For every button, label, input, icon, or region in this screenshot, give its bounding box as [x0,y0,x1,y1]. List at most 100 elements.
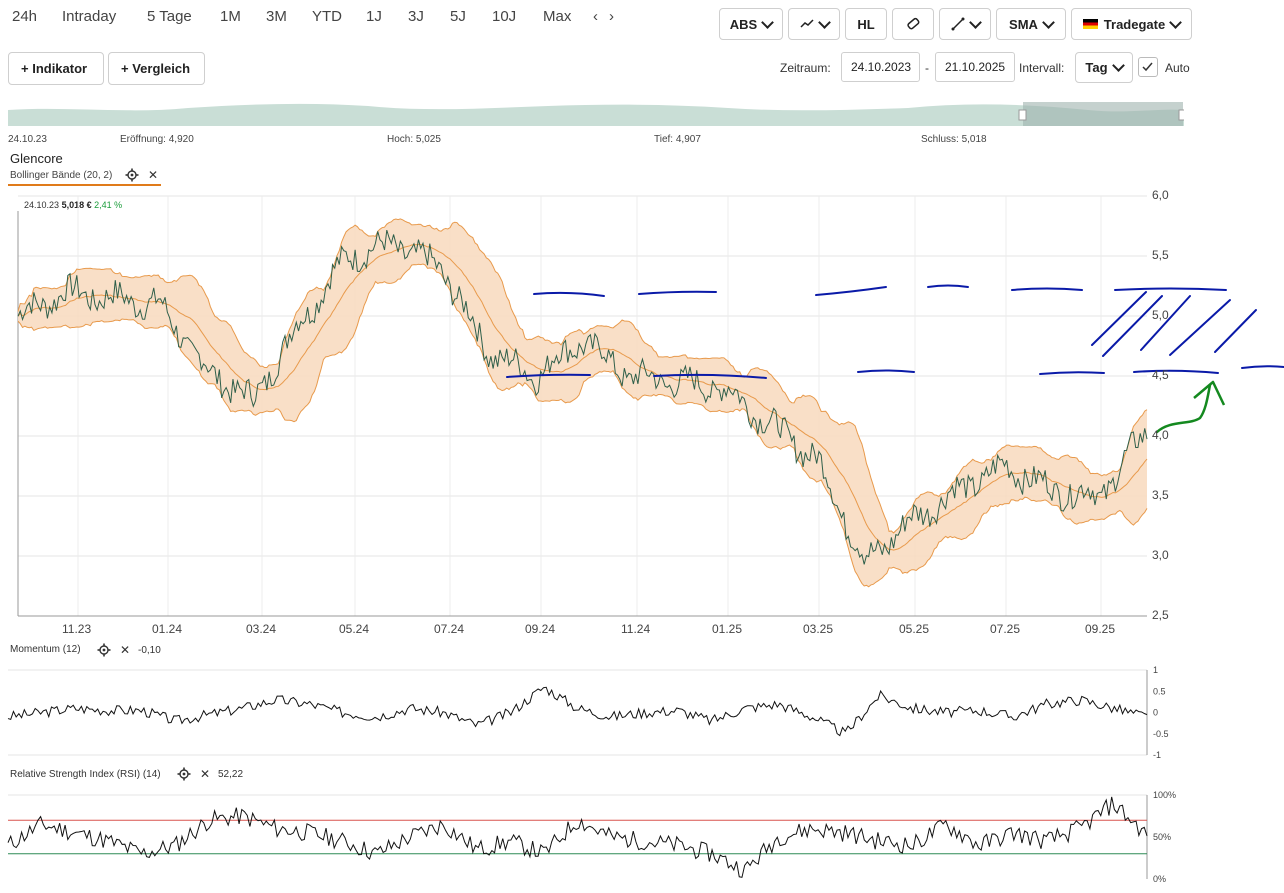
line-chart-icon [799,19,814,28]
momentum-close-icon[interactable]: ✕ [120,643,131,657]
annotation-line [927,284,969,288]
price-tick-label: 4,0 [1152,428,1169,442]
range-button-10j[interactable]: 10J [492,8,517,25]
range-button-1m[interactable]: 1M [220,8,241,25]
auto-label: Auto [1165,61,1190,75]
price-tick-label: 6,0 [1152,188,1169,202]
rsi-tick-label: 100% [1153,790,1176,800]
range-button-ytd[interactable]: YTD [312,8,342,25]
gear-icon[interactable] [97,643,111,657]
intervall-dropdown[interactable]: Tag [1075,52,1133,83]
annotation-line [1011,287,1083,291]
range-button-5j[interactable]: 5J [450,8,466,25]
eraser-icon [907,17,920,30]
hl-toggle-button[interactable]: HL [845,8,887,40]
range-button-3m[interactable]: 3M [266,8,287,25]
annotation-line [1241,365,1284,369]
scale-abs-label: ABS [729,16,758,32]
exchange-dropdown[interactable]: Tradegate [1071,8,1192,40]
navigator-handle-left[interactable] [1018,109,1027,121]
price-line [17,229,1148,565]
navigator-overview[interactable] [8,98,1184,128]
eraser-button[interactable] [892,8,934,40]
navigator-handle-right[interactable] [1178,109,1184,121]
price-chart[interactable] [0,0,1284,640]
chart-type-dropdown[interactable] [788,8,840,40]
range-button-5-tage[interactable]: 5 Tage [147,8,192,25]
annotation-line [638,290,717,295]
time-tick-label: 05.25 [899,622,930,636]
exchange-label: Tradegate [1103,16,1166,32]
momentum-title: Momentum (12) [10,644,81,655]
date-to-input[interactable]: 21.10.2025 [935,52,1015,82]
range-button-24h[interactable]: 24h [12,8,38,25]
momentum-value: -0,10 [138,645,161,656]
date-from-input[interactable]: 24.10.2023 [841,52,920,82]
auto-checkbox[interactable] [1138,57,1158,77]
annotation-arrow-shaft [1155,383,1212,434]
scroll-left-icon[interactable]: ‹ [593,8,598,25]
momentum-line [7,686,1148,737]
tooltip-change: 2,41 % [94,200,123,210]
price-tick-label: 5,5 [1152,248,1169,262]
annotation-line [1039,371,1105,375]
rsi-tick-label: 50% [1153,832,1171,842]
time-tick-label: 01.25 [712,622,743,636]
overlay-chip: Bollinger Bände (20, 2) ✕ [8,168,161,186]
sma-label: SMA [1009,16,1038,32]
time-tick-label: 11.24 [621,622,651,636]
time-tick-label: 11.23 [62,622,92,636]
annotation-hatch [1102,295,1163,357]
gear-icon[interactable] [177,767,191,781]
scroll-right-icon[interactable]: › [609,8,614,25]
rsi-close-icon[interactable]: ✕ [200,767,211,781]
overlay-close-icon[interactable]: ✕ [148,168,159,182]
time-tick-label: 03.25 [803,622,834,636]
range-button-1j[interactable]: 1J [366,8,382,25]
annotation-line [1133,369,1219,374]
price-tick-label: 5,0 [1152,308,1169,322]
range-button-3j[interactable]: 3J [408,8,424,25]
annotation-hatch [1169,299,1231,356]
annotation-hatch [1091,291,1147,346]
time-tick-label: 09.24 [525,622,556,636]
price-tick-label: 3,0 [1152,548,1169,562]
zeitraum-label: Zeitraum: [780,61,831,75]
annotation-arrow-head [1193,380,1226,406]
momentum-chart[interactable]: 1 0.5 0 -0.5 -1 [0,660,1284,765]
sma-dropdown[interactable]: SMA [996,8,1066,40]
rsi-line [7,796,1148,878]
time-tick-label: 01.24 [152,622,183,636]
time-tick-label: 07.24 [434,622,465,636]
price-tick-label: 3,5 [1152,488,1169,502]
overlay-label: Bollinger Bände (20, 2) [10,170,113,181]
draw-tool-dropdown[interactable] [939,8,991,40]
momentum-tick-label: 0.5 [1153,686,1166,696]
date-separator: - [925,61,929,75]
range-button-max[interactable]: Max [543,8,572,25]
bollinger-middle-line [17,243,1148,551]
time-tick-label: 09.25 [1085,622,1116,636]
gear-icon[interactable] [125,168,139,182]
rsi-chart[interactable]: 100% 50% 0% [0,785,1284,893]
annotation-line [506,373,591,378]
date-to-value: 21.10.2025 [945,60,1006,74]
bollinger-lower-line [17,263,1148,588]
navigator-window[interactable] [1023,102,1183,126]
range-button-intraday[interactable]: Intraday [62,8,117,25]
add-indicator-button[interactable]: + Indikator [8,52,104,85]
momentum-tick-label: -1 [1153,750,1161,760]
checkmark-icon [1142,62,1153,72]
tooltip-price: 5,018 € [61,200,92,210]
annotation-line [815,286,887,296]
scale-abs-dropdown[interactable]: ABS [719,8,783,40]
ohlc-open: Eröffnung: 4,920 [120,134,194,145]
date-from-value: 24.10.2023 [851,60,912,74]
navigator-area [8,103,1184,126]
annotation-line [1114,287,1227,291]
annotation-line [653,373,767,379]
draw-line-icon [951,17,964,31]
momentum-tick-label: 0 [1153,708,1158,718]
time-tick-label: 07.25 [990,622,1021,636]
add-compare-button[interactable]: + Vergleich [108,52,205,85]
